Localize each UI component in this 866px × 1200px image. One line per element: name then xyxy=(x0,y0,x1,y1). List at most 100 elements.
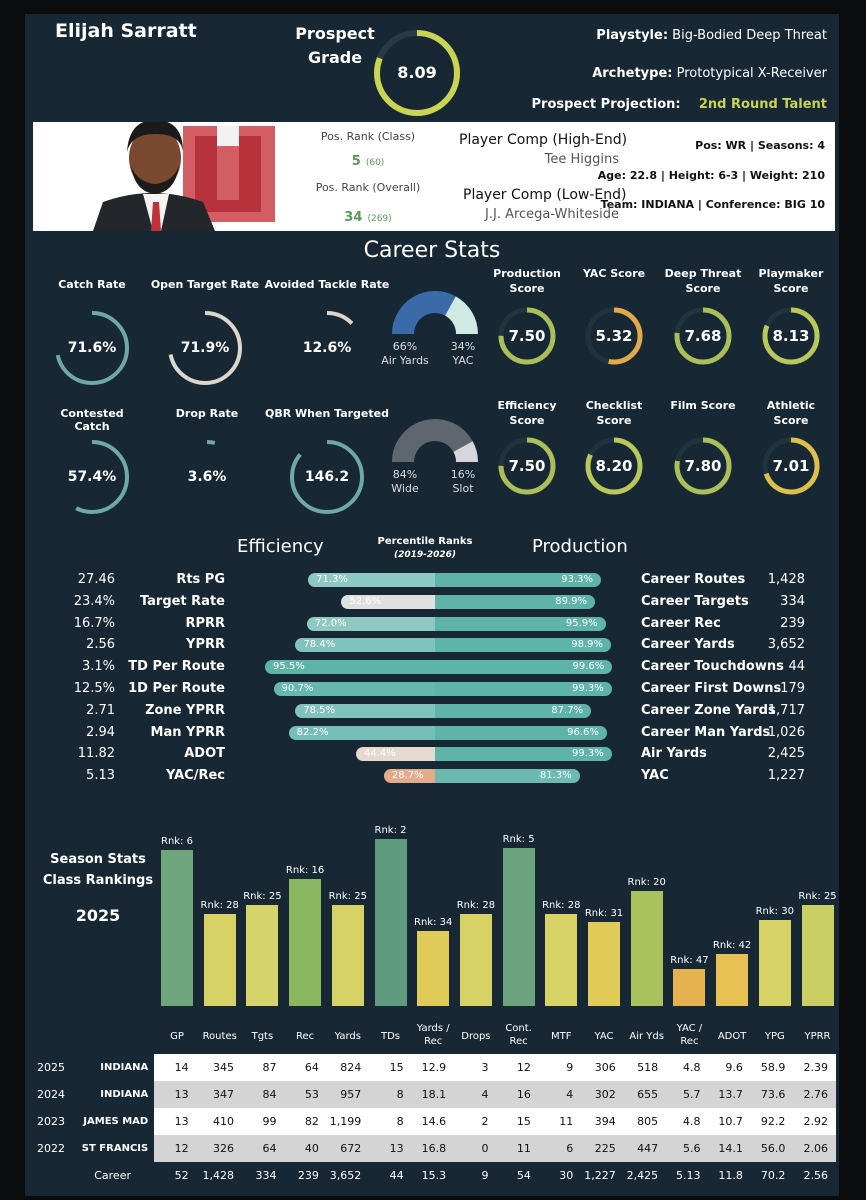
season-rank-label: Rnk: 25 xyxy=(328,891,367,903)
score-label: YAC Score xyxy=(582,267,646,280)
season-column-header: Rec xyxy=(277,1030,333,1043)
season-stat-cell: 99 xyxy=(242,1108,285,1135)
efficiency-value: 2.56 xyxy=(86,637,115,653)
efficiency-label: Zone YPRR xyxy=(145,702,225,718)
season-rank-bar xyxy=(331,905,364,1006)
season-stat-cell: 805 xyxy=(623,1108,667,1135)
season-rank-label: Rnk: 31 xyxy=(584,908,624,920)
season-stat-cell: 347 xyxy=(196,1081,243,1108)
production-bar xyxy=(435,703,592,718)
score-arc xyxy=(585,437,643,495)
season-column-header-line: Air Yds xyxy=(629,1031,664,1042)
season-column-header-line: Routes xyxy=(202,1031,237,1042)
production-bar xyxy=(435,594,596,609)
season-year: 2022 xyxy=(37,1142,65,1155)
score-ring xyxy=(498,437,556,495)
season-stat-cell: 14 xyxy=(154,1054,197,1081)
production-bar xyxy=(435,747,612,762)
split-left-label: Wide xyxy=(391,482,419,495)
rate-stat-arc xyxy=(55,440,129,514)
season-stat-cell: 306 xyxy=(581,1054,624,1081)
archetype-label: Archetype: xyxy=(592,66,673,81)
season-column-header-line: Cont. xyxy=(505,1023,532,1034)
season-stat-cell: 13 xyxy=(154,1108,197,1135)
efficiency-label: YPRR xyxy=(186,637,225,653)
season-stat-cell: 13.7 xyxy=(708,1081,751,1108)
season-stat-cell: 447 xyxy=(623,1135,667,1162)
archetype-row: Archetype: Prototypical X-Receiver xyxy=(592,66,827,81)
prospect-grade-ring xyxy=(374,30,460,116)
efficiency-value: 11.82 xyxy=(77,746,115,762)
production-bar xyxy=(435,616,606,631)
score-arc xyxy=(674,307,732,365)
season-rank-bar xyxy=(459,913,492,1006)
production-value: 334 xyxy=(780,593,805,609)
season-stat-cell: 326 xyxy=(196,1135,243,1162)
production-value: 3,652 xyxy=(767,637,805,653)
rate-stat-value: 71.9% xyxy=(180,340,230,356)
pos-rank-overall-label: Pos. Rank (Overall) xyxy=(315,181,421,194)
production-label: Career Man Yards xyxy=(641,724,771,740)
season-stat-cell: 13 xyxy=(369,1135,412,1162)
season-row: 2024 INDIANA 13 347 84 53 957 8 18.1 4 16 4 302 655 5.… xyxy=(31,1081,836,1108)
season-stat-cell: 672 xyxy=(326,1135,370,1162)
efficiency-bar-label: 95.5% xyxy=(273,661,305,673)
season-column-header-line: YAC xyxy=(594,1031,614,1042)
production-title: Production xyxy=(532,536,628,557)
archetype-value: Prototypical X-Receiver xyxy=(676,66,827,81)
season-stat-cell: 87 xyxy=(242,1054,285,1081)
position-seasons: Pos: WR | Seasons: 4 xyxy=(695,139,825,152)
score-arc xyxy=(498,307,556,365)
production-label: Career Targets xyxy=(641,593,749,609)
career-row: Career 52 1,428 334 239 3,652 44 15.3 9 54 30 1,227… xyxy=(31,1162,836,1189)
season-stat-cell: 73.6 xyxy=(750,1081,794,1108)
efficiency-label: Man YPRR xyxy=(150,724,225,740)
season-stat-cell: 4 xyxy=(538,1081,582,1108)
career-stat-cell: 334 xyxy=(255,1169,277,1182)
season-rank-bar xyxy=(374,838,407,1006)
production-label: Career First Downs xyxy=(641,681,782,696)
production-bar-label: 81.3% xyxy=(539,770,572,782)
season-stat-cell: 12 xyxy=(154,1135,197,1162)
pos-rank-class-total: (60) xyxy=(365,158,385,168)
season-stat-cell: 10.7 xyxy=(708,1108,751,1135)
season-rank-bar xyxy=(758,919,791,1006)
score-value: 7.50 xyxy=(508,327,546,345)
season-stat-cell: 4.8 xyxy=(666,1054,709,1081)
rate-stat-label: Contested Catch xyxy=(60,407,124,433)
career-stats-title: Career Stats xyxy=(363,238,501,263)
season-stat-cell: 394 xyxy=(581,1108,624,1135)
efficiency-bar-label: 78.5% xyxy=(303,704,336,716)
efficiency-bar xyxy=(273,682,435,696)
season-stat-cell: 56.0 xyxy=(750,1135,794,1162)
score-value: 7.68 xyxy=(684,327,722,345)
season-column-header-line: ADOT xyxy=(717,1031,747,1042)
season-team: JAMES MAD xyxy=(83,1116,149,1127)
season-column-header: Tgts xyxy=(234,1030,290,1043)
rate-stat-label: Open Target Rate xyxy=(150,278,260,291)
season-row: 2023 JAMES MAD 13 410 99 82 1,199 8 14.6 2 15 11 394… xyxy=(31,1108,836,1135)
score-label: Efficiency Score xyxy=(497,399,557,427)
production-value: 1,227 xyxy=(767,768,805,784)
season-rank-label: Rnk: 28 xyxy=(456,899,496,911)
production-label: Air Yards xyxy=(641,746,707,762)
season-column-header: Yards / Rec xyxy=(405,1022,461,1048)
playstyle-row: Playstyle: Big-Bodied Deep Threat xyxy=(596,28,827,43)
score-arc xyxy=(674,437,732,495)
efficiency-title: Efficiency xyxy=(237,536,324,557)
season-stats-table: 2025 INDIANA 14 345 87 64 824 15 12.9 3 12 9 306 518 4… xyxy=(31,1054,836,1189)
season-rank-label: Rnk: 47 xyxy=(670,954,709,966)
season-stat-cell: 655 xyxy=(623,1081,667,1108)
season-stat-cell: 8 xyxy=(369,1081,412,1108)
production-bar xyxy=(435,573,602,587)
season-chart-title-line1: Season Stats xyxy=(50,852,146,867)
score-value: 7.01 xyxy=(772,457,810,475)
split-right-pct: 16% xyxy=(450,468,476,481)
season-column-header: YPRR xyxy=(790,1030,840,1043)
efficiency-label: TD Per Route xyxy=(128,659,225,675)
pos-rank-class: 5 (60) xyxy=(313,150,423,169)
career-stat-cell: 2,425 xyxy=(626,1169,659,1182)
efficiency-label: 1D Per Route xyxy=(128,681,225,696)
season-column-header: YAC xyxy=(576,1030,632,1043)
season-column-header-line: YAC / xyxy=(676,1023,703,1034)
